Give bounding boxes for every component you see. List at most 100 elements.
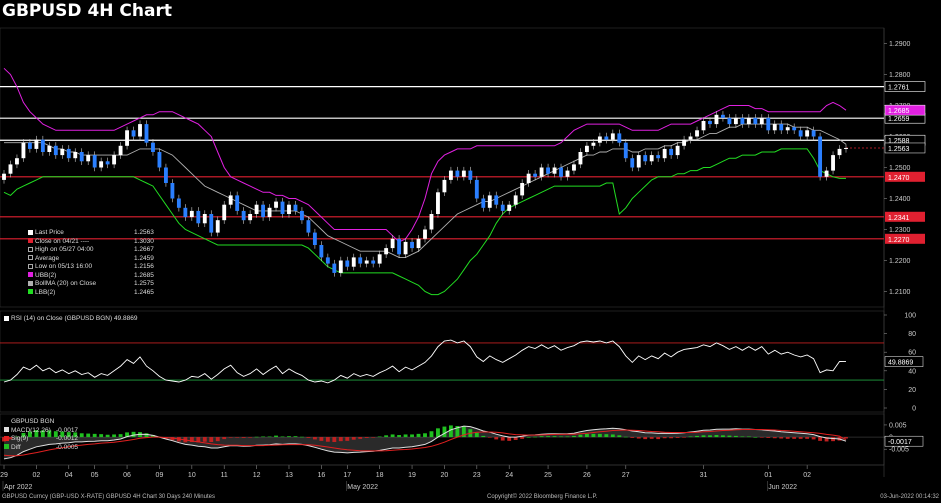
diff-bar — [112, 434, 117, 438]
diff-bar — [196, 437, 201, 443]
candle-body — [157, 152, 162, 168]
diff-bar — [591, 433, 596, 438]
candle-body — [163, 167, 168, 183]
diff-bar — [40, 430, 45, 438]
candle-body — [565, 170, 570, 177]
legend-swatch — [28, 246, 33, 252]
diff-bar — [442, 426, 447, 438]
legend-swatch — [4, 427, 9, 433]
diff-bar — [228, 437, 233, 438]
candle-body — [844, 147, 848, 149]
diff-bar — [423, 433, 427, 438]
candle-body — [196, 210, 201, 224]
candle-body — [53, 145, 58, 156]
macd-legend-row-diff: Diff -0.0005 — [4, 443, 78, 453]
diff-bar — [455, 425, 460, 438]
diff-bar — [73, 432, 78, 438]
value-tag-label: 1.2685 — [888, 108, 910, 115]
diff-bar — [436, 428, 440, 438]
x-tick-label: 11 — [221, 472, 228, 479]
candle-body — [170, 183, 175, 199]
legend-row-ubb: UBB(2) 1.2685 — [28, 272, 154, 281]
candle-body — [319, 245, 324, 258]
legend-label: Sig(9) — [11, 435, 29, 442]
y-tick-label: 1.2900 — [889, 41, 911, 48]
candle-body — [125, 130, 129, 146]
candle-body — [649, 155, 654, 162]
diff-bar — [189, 437, 194, 443]
level-tag-label: 1.2761 — [888, 85, 910, 92]
level-tag — [885, 171, 925, 182]
legend-swatch — [4, 435, 9, 441]
candle-body — [597, 136, 602, 143]
legend-swatch — [28, 280, 33, 286]
x-tick-label: 01 — [764, 472, 772, 479]
diff-bar — [8, 437, 13, 440]
diff-bar — [86, 433, 91, 438]
candle-body — [99, 161, 104, 168]
diff-bar — [461, 426, 466, 438]
candle-body — [461, 170, 466, 177]
diff-bar — [384, 435, 389, 438]
candle-body — [623, 142, 628, 159]
candle-body — [837, 148, 842, 156]
legend-value: -0.0005 — [56, 443, 79, 451]
diff-bar — [312, 437, 317, 440]
legend-value: 1.2575 — [134, 280, 154, 287]
x-tick-label: 05 — [91, 472, 99, 479]
diff-bar — [254, 436, 259, 438]
rsi-legend-row: RSI (14) on Close (GBPUSD BGN) 49.8869 — [4, 315, 137, 324]
candle-body — [176, 198, 181, 208]
diff-bar — [759, 437, 764, 438]
candle-body — [610, 133, 615, 140]
month-label: Apr 2022 — [4, 484, 33, 491]
candle-body — [293, 204, 298, 211]
candle-body — [746, 117, 751, 125]
rsi-tick-label: 60 — [908, 350, 916, 357]
footer-left: GBPUSD Curncy (GBP-USD X-RATE) GBPUSD 4H… — [2, 494, 215, 500]
candle-body — [662, 148, 667, 159]
candle-body — [325, 257, 330, 264]
candle-body — [15, 158, 19, 165]
diff-bar — [131, 431, 136, 438]
level-tag — [885, 211, 925, 222]
diff-bar — [805, 437, 810, 439]
diff-bar — [66, 432, 71, 438]
candle-body — [189, 210, 194, 218]
candle-body — [533, 173, 538, 177]
diff-bar — [105, 434, 110, 438]
diff-bar — [552, 436, 557, 438]
candle-body — [410, 241, 414, 249]
diff-bar — [60, 431, 65, 438]
macd-legend-title: GBPUSD BGN — [4, 418, 54, 427]
legend-row-high: High on 05/27 04:00 1.2667 — [28, 246, 154, 255]
candle-body — [448, 170, 453, 180]
legend-swatch — [4, 315, 9, 321]
legend-label: BollMA (20) on Close — [35, 280, 97, 287]
diff-bar — [844, 437, 848, 439]
candle-body — [792, 127, 797, 131]
y-tick-label: 1.2800 — [889, 72, 911, 79]
diff-bar — [99, 434, 104, 438]
x-tick-label: 12 — [253, 472, 261, 479]
candle-body — [818, 136, 823, 177]
macd-legend: GBPUSD BGN MACD(12,26) -0.0017 Sig(9) -0… — [4, 418, 78, 453]
diff-bar — [792, 437, 797, 439]
value-tag — [884, 142, 926, 154]
legend-swatch — [28, 229, 33, 235]
legend-label: Average — [35, 254, 60, 262]
diff-bar — [662, 437, 667, 439]
candle-body — [772, 124, 777, 131]
diff-bar — [280, 436, 285, 438]
candle-body — [403, 241, 408, 255]
legend-row-close: Close on 04/21 ---- 1.3030 — [28, 238, 154, 247]
candle-body — [40, 139, 45, 152]
legend-label: Diff — [11, 443, 21, 451]
candle-body — [811, 130, 816, 137]
rsi-tick-label: 20 — [908, 387, 916, 394]
legend-value: 1.2459 — [134, 254, 154, 262]
diff-bar — [338, 437, 343, 442]
diff-bar — [410, 434, 414, 438]
diff-bar — [397, 435, 402, 438]
